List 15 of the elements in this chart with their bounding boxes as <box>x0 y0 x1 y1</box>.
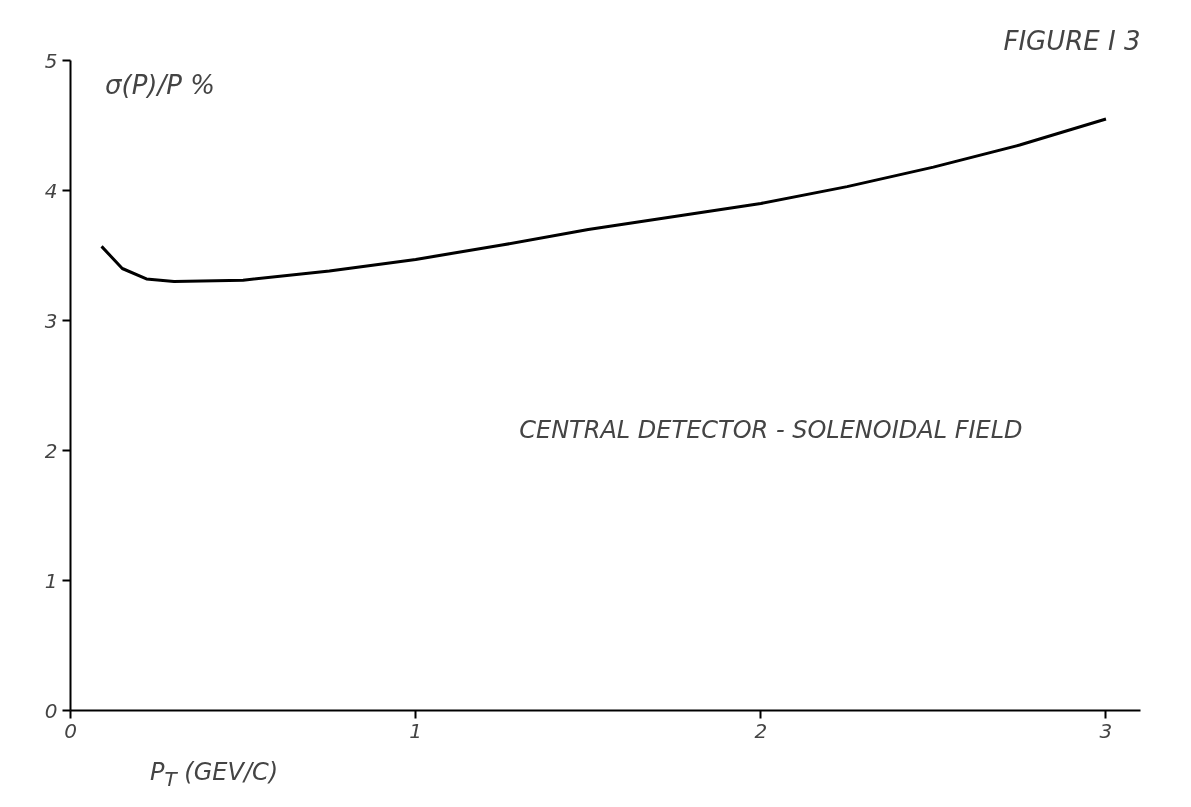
chart-title: FIGURE I 3 <box>1003 25 1141 56</box>
x-tick-label: 1 <box>409 718 423 743</box>
x-tick-label: 0 <box>64 718 77 743</box>
y-tick-label: 0 <box>44 698 58 723</box>
annotation: CENTRAL DETECTOR - SOLENOIDAL FIELD <box>519 416 1023 444</box>
x-tick-label: 3 <box>1099 718 1113 743</box>
y-tick-label: 4 <box>44 178 58 203</box>
y-tick-label: 5 <box>44 48 58 73</box>
y-tick-label: 2 <box>44 438 58 463</box>
y-tick-label: 1 <box>44 568 58 593</box>
line-series <box>100 117 1108 283</box>
y-tick-label: 3 <box>44 308 58 333</box>
y-axis-title: σ(P)/P % <box>105 69 215 100</box>
x-axis-title: P$_{T}$ (GEV/C) <box>150 757 279 793</box>
x-tick-label: 2 <box>754 718 768 743</box>
